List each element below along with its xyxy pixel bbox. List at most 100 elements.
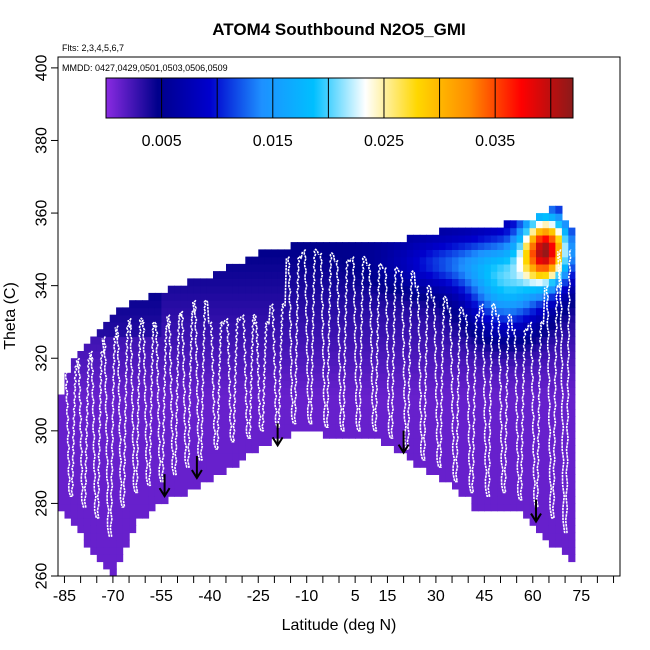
field-cell [471, 488, 479, 497]
field-cell [264, 271, 272, 279]
field-cell [174, 314, 182, 323]
field-cell [413, 372, 421, 381]
field-cell [484, 307, 492, 316]
field-cell [361, 329, 369, 338]
field-cell [568, 474, 576, 483]
field-cell [355, 307, 363, 316]
field-cell [219, 416, 227, 425]
field-cell [516, 278, 524, 287]
field-cell [484, 452, 492, 461]
field-cell [542, 467, 550, 475]
field-cell [226, 314, 234, 323]
field-cell [484, 365, 492, 374]
flight-profile [448, 306, 465, 483]
field-cell [542, 481, 550, 490]
flight-profile [351, 255, 368, 432]
field-cell [510, 321, 518, 330]
field-cell [529, 263, 537, 272]
field-cell [484, 234, 492, 243]
field-cell [109, 358, 117, 367]
field-cell [187, 430, 195, 439]
field-cell [510, 307, 518, 316]
field-cell [116, 387, 124, 396]
field-cell [90, 488, 98, 497]
field-cell [122, 539, 130, 548]
field-cell [523, 343, 531, 352]
field-cell [536, 517, 544, 526]
field-cell [180, 423, 188, 432]
field-cell [58, 474, 66, 483]
field-cell [322, 285, 330, 294]
field-cell [419, 358, 427, 367]
field-cell [284, 423, 292, 432]
field-cell [135, 365, 143, 374]
field-cell [232, 394, 240, 403]
field-cell [174, 438, 182, 446]
field-cell [477, 256, 485, 265]
field-cell [284, 329, 292, 338]
field-cell [381, 307, 389, 316]
field-cell [548, 372, 556, 381]
field-cell [523, 409, 531, 417]
field-cell [213, 329, 221, 338]
field-cell [548, 329, 556, 338]
field-cell [393, 249, 401, 258]
field-cell [90, 452, 98, 461]
field-cell [426, 452, 434, 461]
field-cell [245, 401, 253, 410]
field-cell [452, 278, 460, 287]
field-cell [232, 430, 240, 439]
field-cell [393, 365, 401, 374]
field-cell [471, 285, 479, 294]
field-cell [206, 387, 214, 396]
field-cell [413, 365, 421, 374]
field-cell [542, 307, 550, 316]
field-cell [400, 285, 408, 294]
field-cell [419, 263, 427, 272]
field-cell [213, 401, 221, 410]
field-cell [497, 488, 505, 497]
y-tick-label: 300 [34, 417, 51, 444]
field-cell [503, 234, 511, 243]
field-cell [419, 278, 427, 287]
field-cell [355, 416, 363, 425]
dates-label: MMDD: 0427,0429,0501,0503,0506,0509 [62, 63, 228, 73]
field-cell [277, 394, 285, 403]
field-cell [64, 401, 72, 410]
field-cell [103, 336, 111, 345]
field-cell [555, 307, 563, 316]
field-cell [309, 401, 317, 410]
field-cell [206, 300, 214, 309]
field-cell [503, 300, 511, 309]
field-cell [284, 409, 292, 417]
field-cell [251, 256, 259, 265]
field-cell [477, 336, 485, 345]
field-cell [142, 329, 150, 338]
field-cell [503, 343, 511, 352]
field-cell [329, 380, 337, 388]
field-cell [445, 234, 453, 243]
field-cell [516, 387, 524, 396]
field-cell [290, 292, 298, 301]
field-cell [329, 394, 337, 403]
field-cell [368, 307, 376, 316]
field-cell [187, 416, 195, 425]
field-cell [277, 256, 285, 265]
field-cell [129, 314, 137, 323]
field-cell [135, 474, 143, 483]
y-tick-label: 260 [34, 563, 51, 590]
field-cell [516, 409, 524, 417]
field-cell [232, 300, 240, 309]
field-cell [426, 387, 434, 396]
field-cell [238, 278, 246, 287]
field-cell [458, 401, 466, 410]
field-cell [374, 263, 382, 272]
field-cell [490, 387, 498, 396]
field-cell [277, 321, 285, 330]
field-cell [477, 452, 485, 461]
field-cell [510, 263, 518, 272]
field-cell [290, 409, 298, 417]
field-cell [561, 474, 569, 483]
field-cell [103, 358, 111, 367]
field-cell [523, 510, 531, 519]
